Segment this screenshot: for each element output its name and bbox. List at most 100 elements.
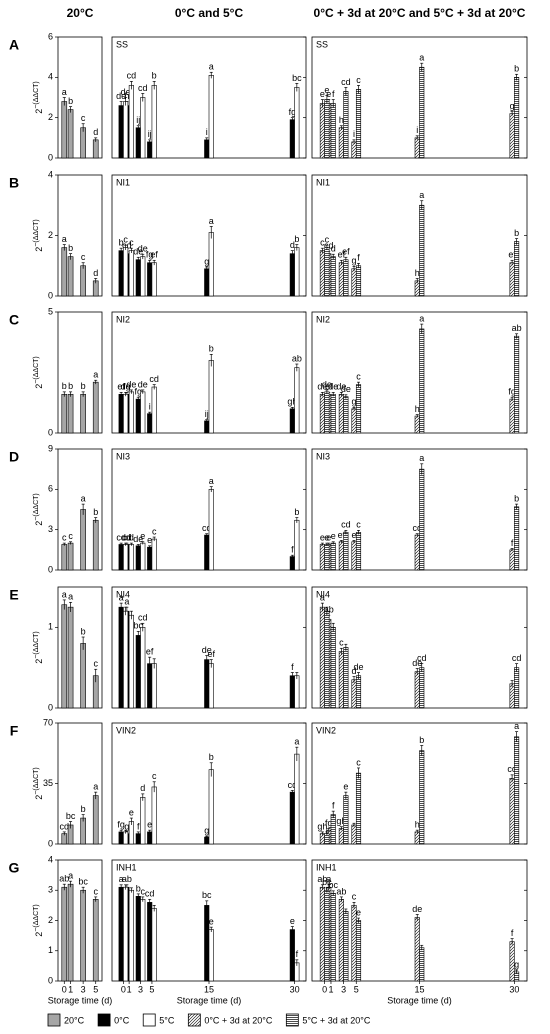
y-axis-label: 2−(ΔΔCT)	[33, 81, 45, 113]
legend-label: 0°C	[114, 1015, 130, 1025]
significance-letter: b	[294, 234, 299, 244]
row-label: D	[9, 449, 19, 465]
significance-letter: cd	[341, 520, 351, 530]
y-label-base: 2	[34, 247, 44, 252]
significance-letter: cd	[116, 532, 126, 542]
error-bar	[510, 548, 514, 552]
row-label: B	[9, 175, 19, 191]
bar	[204, 420, 210, 434]
error-bar	[94, 896, 98, 902]
error-bar	[69, 253, 73, 260]
bar	[343, 396, 349, 434]
error-bar	[420, 745, 424, 756]
bar	[514, 736, 520, 845]
bar	[355, 920, 362, 982]
error-bar	[295, 363, 299, 372]
significance-letter: e	[320, 89, 325, 99]
error-bar	[344, 529, 348, 535]
bar	[514, 241, 520, 297]
significance-letter: fg	[289, 107, 297, 117]
bar	[118, 250, 124, 297]
error-bar	[148, 656, 152, 671]
error-bar	[148, 259, 152, 266]
bar	[294, 675, 300, 709]
error-bar	[94, 668, 98, 683]
error-bar	[209, 486, 213, 493]
error-bar	[344, 643, 348, 651]
bar	[204, 268, 210, 297]
bar	[338, 899, 344, 982]
bar	[67, 393, 74, 434]
bar	[92, 381, 99, 434]
error-bar	[152, 905, 156, 912]
error-bar	[344, 87, 348, 96]
row-label: E	[9, 587, 18, 603]
bar	[419, 66, 425, 159]
bar	[319, 250, 325, 297]
significance-letter: b	[209, 344, 214, 354]
significance-letter: g	[204, 256, 209, 266]
bar	[140, 97, 146, 159]
y-label-exponent: −(ΔΔCT)	[33, 493, 40, 520]
error-bar	[124, 391, 128, 397]
significance-letter: f	[357, 253, 360, 263]
significance-letter: g	[204, 826, 209, 836]
significance-letter: ij	[205, 409, 209, 419]
y-tick-label: 0	[48, 564, 53, 574]
significance-letter: a	[209, 216, 214, 226]
bar	[289, 556, 295, 571]
error-bar	[141, 896, 145, 902]
error-bar	[205, 137, 209, 142]
bar	[414, 831, 420, 845]
legend-label: 20°C	[64, 1015, 85, 1025]
significance-letter: e	[209, 917, 214, 927]
error-bar	[352, 139, 356, 144]
bar	[128, 391, 134, 434]
error-bar	[81, 814, 85, 822]
bar	[351, 679, 357, 709]
error-bar	[290, 672, 294, 679]
error-bar	[152, 81, 156, 90]
y-tick-label: 2	[48, 915, 53, 925]
error-bar	[415, 135, 419, 140]
significance-letter: a	[62, 589, 67, 599]
y-label-exponent: −(ΔΔCT)	[33, 904, 40, 931]
error-bar	[515, 238, 519, 245]
bar	[355, 265, 362, 297]
significance-letter: c	[339, 638, 344, 648]
error-bar	[152, 259, 156, 266]
error-bar	[119, 602, 123, 612]
error-bar	[515, 503, 519, 510]
significance-letter: ef	[342, 247, 350, 257]
bar	[319, 393, 325, 434]
error-bar	[415, 278, 419, 284]
significance-letter: de	[133, 247, 143, 257]
significance-letter: a	[294, 737, 299, 747]
bar	[151, 386, 157, 434]
significance-letter: d	[93, 268, 98, 278]
bar	[147, 546, 153, 571]
bar	[147, 831, 153, 845]
significance-letter: b	[514, 493, 519, 503]
significance-letter: e	[140, 531, 145, 541]
x-tick-label: 5	[93, 984, 98, 994]
x-tick-label: 30	[509, 984, 519, 994]
error-bar	[124, 542, 128, 546]
y-tick-label: 0	[48, 290, 53, 300]
bar	[61, 604, 68, 709]
significance-letter: i	[353, 129, 355, 139]
error-bar	[295, 83, 299, 92]
error-bar	[69, 391, 73, 397]
error-bar	[420, 463, 424, 475]
error-bar	[325, 831, 329, 836]
error-bar	[515, 73, 519, 81]
error-bar	[62, 97, 66, 106]
bar	[147, 141, 153, 159]
bar	[351, 141, 357, 159]
column-header: 20°C	[67, 6, 94, 20]
gene-label: NI4	[316, 589, 330, 599]
significance-letter: a	[320, 593, 325, 603]
bar	[80, 889, 86, 982]
panel-frame	[57, 36, 103, 159]
